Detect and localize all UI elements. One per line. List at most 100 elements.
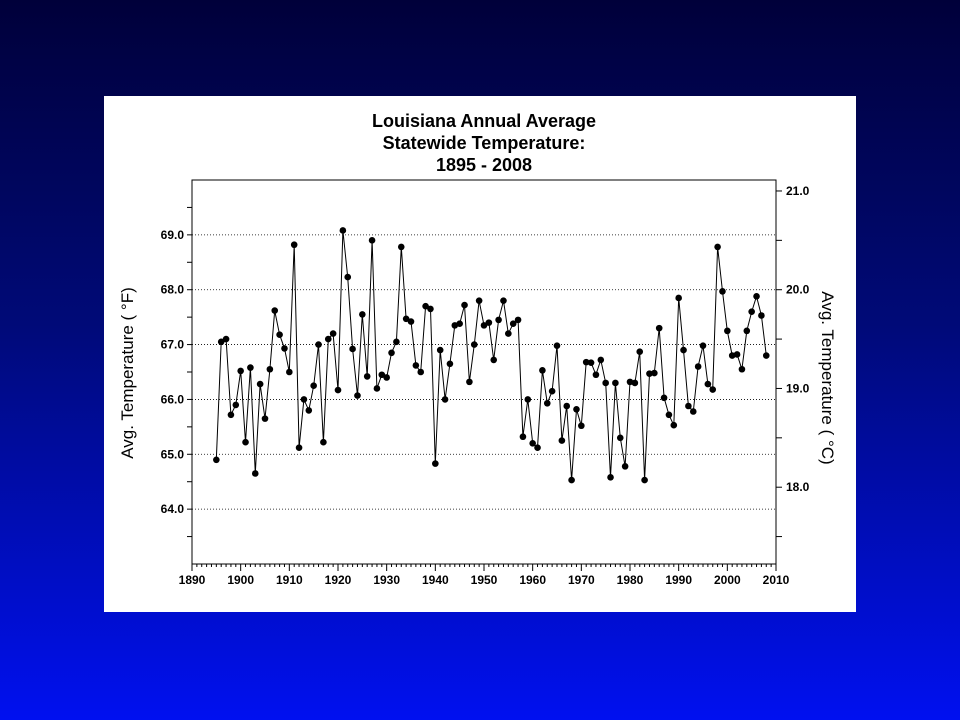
data-point: [271, 307, 279, 314]
x-tick-label: 1890: [179, 573, 206, 587]
data-point: [213, 456, 220, 464]
data-point: [616, 434, 624, 442]
data-point: [514, 316, 522, 324]
data-point: [694, 363, 702, 370]
data-point: [543, 399, 551, 407]
data-point: [480, 322, 488, 329]
data-point: [432, 460, 439, 467]
y-tick-label: 66.0: [161, 392, 185, 406]
data-point: [636, 348, 644, 356]
data-point: [495, 316, 502, 324]
data-point: [407, 318, 415, 325]
data-point: [612, 379, 619, 387]
data-point: [354, 392, 361, 399]
data-point: [534, 444, 541, 452]
data-point: [631, 379, 639, 387]
data-point: [368, 237, 376, 244]
data-point: [290, 241, 298, 249]
data-point: [305, 407, 313, 414]
data-point: [373, 385, 381, 392]
data-point: [422, 302, 429, 310]
data-point: [519, 433, 527, 441]
chart-title-line-3: 1895 - 2008: [436, 155, 532, 175]
data-point: [393, 338, 400, 346]
y-axis-title: Avg. Temperature ( °F): [118, 287, 137, 459]
data-point: [217, 338, 225, 346]
data-point: [470, 341, 478, 348]
data-point: [733, 351, 741, 358]
data-point: [651, 369, 658, 377]
data-point: [378, 371, 386, 379]
data-point: [349, 345, 356, 353]
x-tick-label: 2010: [763, 573, 790, 587]
data-point: [490, 356, 498, 364]
data-point: [329, 330, 337, 337]
data-point: [232, 401, 240, 409]
data-point: [655, 324, 663, 332]
y2-tick-label: 21.0: [786, 184, 810, 198]
data-point: [714, 243, 721, 251]
data-point: [689, 408, 697, 415]
data-point: [563, 402, 571, 410]
chart-title-line-2: Statewide Temperature:: [383, 133, 586, 153]
y2-tick-label: 20.0: [786, 283, 810, 297]
data-point: [227, 411, 235, 419]
data-point: [251, 470, 259, 477]
data-point: [363, 373, 371, 380]
data-point: [743, 327, 751, 335]
data-point: [748, 308, 755, 315]
data-point: [500, 297, 507, 304]
data-point: [685, 402, 692, 410]
data-point: [578, 422, 585, 430]
data-point: [587, 359, 595, 366]
x-tick-label: 1930: [373, 573, 400, 587]
x-tick-label: 1970: [568, 573, 595, 587]
data-point: [762, 352, 770, 359]
x-tick-label: 1900: [227, 573, 254, 587]
x-tick-label: 1920: [325, 573, 352, 587]
y-tick-label: 67.0: [161, 338, 185, 352]
x-tick-label: 2000: [714, 573, 741, 587]
data-point: [665, 411, 673, 419]
y-tick-label: 68.0: [161, 283, 185, 297]
series-line: [215, 230, 767, 481]
data-point: [286, 368, 293, 376]
data-point: [475, 297, 483, 304]
data-point: [412, 362, 420, 369]
data-point: [582, 358, 590, 366]
data-point: [295, 444, 303, 452]
y-tick-label: 65.0: [161, 447, 185, 461]
data-point: [276, 331, 283, 338]
data-point: [359, 311, 366, 318]
data-point: [344, 273, 352, 281]
data-point: [738, 365, 746, 373]
data-point: [675, 294, 682, 302]
data-point: [436, 346, 444, 354]
y2-tick-labels: 18.0 19.0 20.0 21.0: [786, 184, 810, 494]
data-point: [237, 367, 244, 375]
y2-tick-label: 18.0: [786, 480, 810, 494]
y-tick-label: 69.0: [161, 228, 185, 242]
data-point: [261, 415, 269, 422]
data-point: [339, 227, 347, 234]
data-point: [402, 315, 410, 323]
data-point: [397, 243, 405, 251]
plot-frame: [191, 179, 777, 565]
data-point: [388, 349, 395, 357]
data-point: [266, 365, 274, 373]
x-tick-label: 1950: [471, 573, 498, 587]
data-point: [592, 371, 600, 379]
data-point: [597, 356, 605, 364]
data-point: [300, 396, 308, 403]
data-point: [621, 463, 629, 470]
data-point: [524, 396, 532, 403]
y-tick-label: 64.0: [161, 502, 185, 516]
data-point: [417, 368, 425, 376]
x-tick-labels: 1890 1900 1910 1920 1930 1940 1950 1960 1970 1980…: [179, 573, 790, 587]
data-point: [505, 330, 512, 337]
data-point: [670, 421, 678, 429]
data-point: [709, 386, 717, 393]
data-point: [719, 288, 726, 295]
data-point: [680, 346, 687, 354]
y2-axis-title: Avg. Temperature ( °C): [818, 291, 837, 464]
